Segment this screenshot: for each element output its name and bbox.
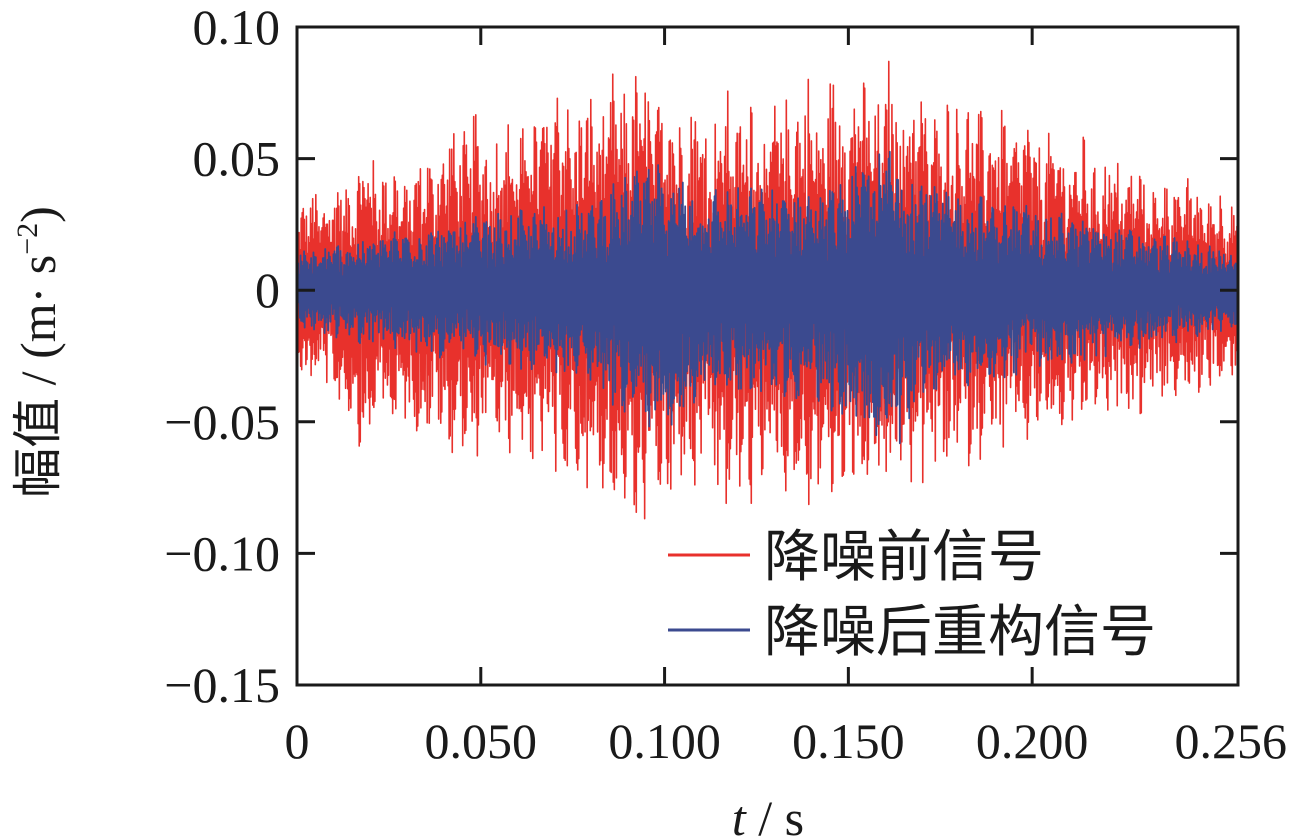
plot-frame bbox=[295, 25, 1240, 687]
y-axis-label-main: 幅值 / (m bbox=[10, 303, 66, 498]
series-line-0 bbox=[296, 60, 1239, 520]
legend-label-after: 降噪后重构信号 bbox=[764, 600, 1156, 665]
axes-layer bbox=[295, 25, 1240, 687]
x-tick-label: 0.150 bbox=[792, 713, 905, 769]
y-tick-label: 0.05 bbox=[193, 131, 281, 187]
y-axis-label-dot: · bbox=[10, 287, 66, 304]
y-tick-label: −0.05 bbox=[164, 394, 280, 450]
legend: 降噪前信号 降噪后重构信号 bbox=[668, 525, 1156, 665]
x-tick-label: 0.050 bbox=[425, 713, 538, 769]
x-axis-label-unit: s bbox=[785, 790, 804, 838]
y-tick-label: 0 bbox=[255, 262, 280, 318]
series-line-1 bbox=[296, 150, 1239, 445]
series-layer bbox=[296, 60, 1239, 520]
legend-label-before: 降噪前信号 bbox=[764, 525, 1044, 590]
x-axis-label-sep: / bbox=[746, 790, 785, 838]
ticks-layer: 0 0.050 0.100 0.150 0.200 0.2560.100.050−0.05… bbox=[164, 0, 1287, 769]
x-tick-label: 0.100 bbox=[608, 713, 721, 769]
x-axis-label-var: t bbox=[732, 790, 747, 838]
series-1 bbox=[296, 150, 1239, 445]
x-tick-label: 0.256 bbox=[1175, 713, 1288, 769]
x-axis-label: t / s bbox=[732, 790, 804, 838]
y-axis-label-close: ) bbox=[10, 206, 66, 223]
x-tick-label: 0.200 bbox=[976, 713, 1089, 769]
x-tick-label: 0 bbox=[285, 713, 310, 769]
y-tick-label: −0.15 bbox=[164, 657, 280, 713]
y-axis-label-exp: −2 bbox=[11, 223, 44, 255]
series-0 bbox=[296, 60, 1239, 520]
y-axis-label-unit: s bbox=[10, 255, 66, 287]
y-tick-label: −0.10 bbox=[164, 525, 280, 581]
y-axis-label: 幅值 / (m· s−2) bbox=[10, 206, 66, 498]
y-tick-label: 0.10 bbox=[193, 0, 281, 55]
